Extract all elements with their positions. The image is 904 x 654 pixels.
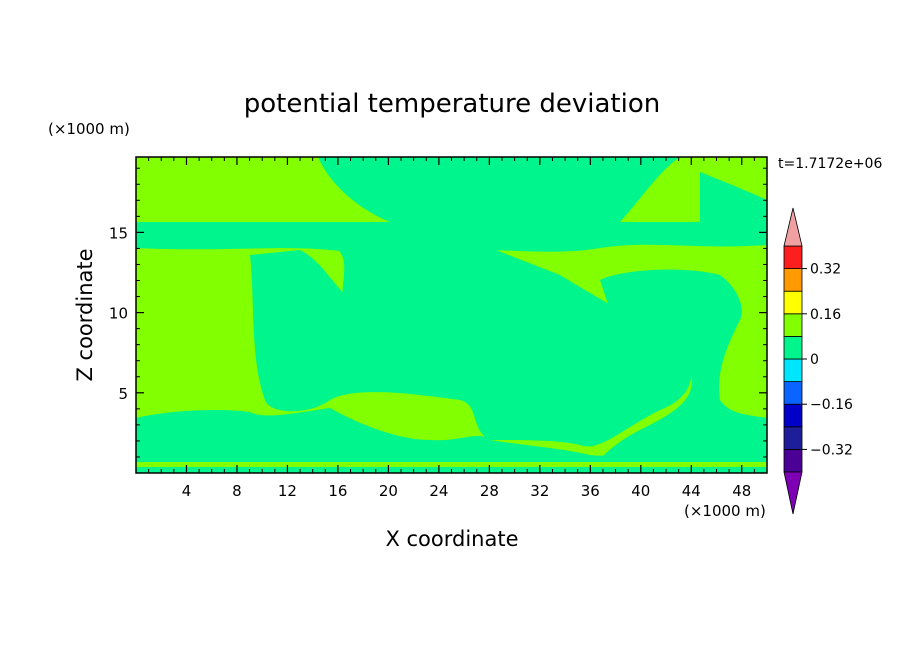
colorbar-swatch <box>783 268 803 292</box>
colorbar-swatch <box>783 381 803 405</box>
y-axis-label: Z coordinate <box>73 248 97 381</box>
colorbar-swatch <box>783 335 803 360</box>
colorbar-over-arrow <box>783 207 803 247</box>
contour-region <box>250 250 580 445</box>
colorbar-swatch <box>783 403 803 428</box>
colorbar-swatch <box>783 448 803 473</box>
x-axis-label: X coordinate <box>385 527 518 551</box>
x-tick-label: 32 <box>530 482 549 500</box>
colorbar-swatch <box>783 290 803 315</box>
colorbar-swatch <box>783 426 803 450</box>
contour-region <box>318 157 680 222</box>
colorbar-tick-label: −0.32 <box>810 442 853 458</box>
x-tick-label: 12 <box>278 482 297 500</box>
time-label: t=1.7172e+06 <box>778 156 882 172</box>
negative-regions <box>136 157 767 473</box>
surface-strip <box>136 462 767 467</box>
contour-region <box>330 240 692 447</box>
x-axis: 4 8 12 16 20 24 28 32 36 40 44 48 <box>148 157 755 500</box>
colorbar: 0.32 0.16 0 −0.16 −0.32 <box>783 207 853 515</box>
x-tick-label: 40 <box>631 482 650 500</box>
colorbar-swatch <box>783 313 803 337</box>
x-tick-label: 8 <box>232 482 242 500</box>
y-axis: 5 10 15 <box>109 167 767 458</box>
y-tick-label: 15 <box>109 224 128 242</box>
y-unit-label: (×1000 m) <box>48 120 130 138</box>
colorbar-under-arrow <box>783 471 803 515</box>
x-unit-label: (×1000 m) <box>684 502 766 520</box>
x-tick-label: 28 <box>480 482 499 500</box>
contour-region <box>590 269 767 473</box>
chart-title: potential temperature deviation <box>244 89 660 119</box>
x-tick-label: 20 <box>379 482 398 500</box>
x-tick-label: 44 <box>682 482 701 500</box>
x-tick-label: 4 <box>182 482 192 500</box>
y-tick-label: 5 <box>118 385 128 403</box>
x-tick-label: 16 <box>328 482 347 500</box>
x-tick-label: 24 <box>429 482 448 500</box>
colorbar-swatch <box>783 245 803 270</box>
x-tick-label: 36 <box>581 482 600 500</box>
colorbar-tick-label: 0.32 <box>810 262 841 278</box>
y-tick-label: 10 <box>109 305 128 323</box>
x-tick-label: 48 <box>732 482 751 500</box>
colorbar-tick-label: 0 <box>810 352 819 368</box>
contour-region <box>700 172 767 222</box>
contour-region <box>136 408 767 473</box>
contour-region <box>136 222 767 253</box>
colorbar-swatch <box>783 358 803 383</box>
colorbar-tick-label: −0.16 <box>810 397 853 413</box>
colorbar-tick-label: 0.16 <box>810 307 841 323</box>
